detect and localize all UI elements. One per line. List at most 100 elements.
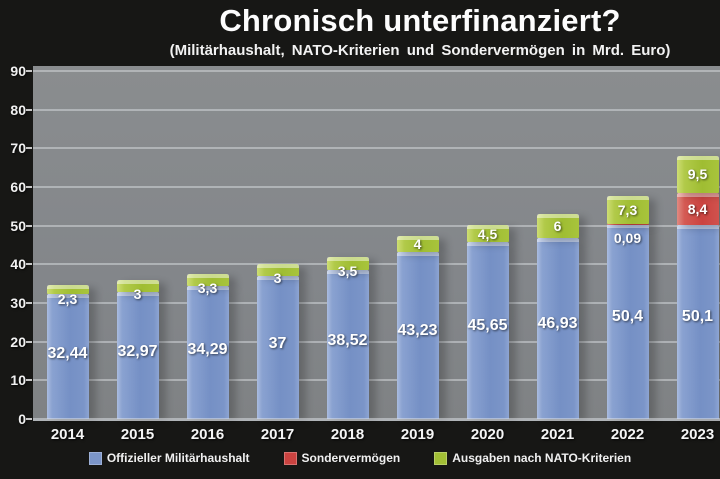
- y-axis-label-0: 0: [18, 411, 26, 427]
- bar-segment-2022-sondervermoegen: [606, 223, 649, 225]
- bar-value-label-2021: 46,93: [537, 314, 578, 332]
- bar-value-label-2019: 4: [413, 236, 422, 253]
- bar-value-label-2022: 0,09: [613, 229, 642, 246]
- bar-segment-2016-haushalt: [186, 286, 229, 419]
- bar-segment-2017-nato: [256, 264, 299, 276]
- y-axis-label-90: 90: [10, 63, 26, 79]
- y-axis-label-20: 20: [10, 333, 26, 350]
- legend-swatch-icon: [283, 451, 297, 465]
- bar-segment-2021-haushalt: [536, 237, 579, 419]
- bar-value-label-2015: 32,97: [117, 343, 158, 361]
- bar-value-label-2018: 3,5: [337, 262, 358, 279]
- x-axis-label-2021: 2021: [540, 426, 575, 443]
- bar-value-label-2023: 9,5: [687, 166, 708, 183]
- bar-value-label-2023: 8,4: [687, 201, 708, 218]
- bar-highlight: [256, 264, 299, 269]
- x-axis-label-2018: 2018: [330, 426, 365, 443]
- gridline-80: [33, 108, 720, 111]
- y-axis-tick-10: [26, 379, 32, 382]
- x-axis-label-2015: 2015: [120, 426, 155, 443]
- x-axis-label-2022: 2022: [610, 426, 645, 443]
- legend: Offizieller Militärhaushalt Sondervermöge…: [0, 451, 720, 465]
- x-axis-label-2023: 2023: [680, 426, 715, 443]
- gridline-20: [33, 340, 720, 343]
- gridline-60: [33, 186, 720, 188]
- x-axis-label-2016: 2016: [190, 426, 225, 443]
- y-axis-tick-80: [26, 108, 32, 111]
- bar-segment-2017-haushalt: [256, 275, 299, 419]
- bar-segment-2020-nato: [466, 225, 509, 243]
- y-axis-label-30: 30: [10, 295, 26, 311]
- bar-highlight: [466, 225, 509, 230]
- gridline-10: [33, 379, 720, 382]
- chart-title: Chronisch unterfinanziert?: [219, 3, 621, 38]
- bar-segment-2015-nato: [116, 279, 159, 292]
- legend-item-sondervermoegen: Sondervermögen: [283, 451, 400, 465]
- bar-highlight: [186, 273, 229, 278]
- x-axis-label-2014: 2014: [50, 426, 85, 443]
- bar-highlight: [676, 192, 719, 197]
- gridline-30: [33, 302, 720, 304]
- bar-highlight: [46, 293, 89, 298]
- y-axis-tick-40: [26, 263, 32, 266]
- legend-swatch-icon: [434, 451, 448, 465]
- bar-segment-2019-haushalt: [396, 251, 439, 419]
- bar-value-label-2020: 4,5: [477, 225, 498, 242]
- bar-value-label-2019: 43,23: [397, 322, 438, 340]
- bar-segment-2016-nato: [186, 273, 229, 287]
- bar-highlight: [606, 224, 649, 229]
- gridline-40: [33, 263, 720, 266]
- y-axis-label-70: 70: [10, 140, 26, 157]
- bar-value-label-2023: 50,1: [681, 308, 714, 326]
- bar-highlight: [396, 251, 439, 256]
- bar-highlight: [536, 214, 579, 219]
- bar-segment-2022-nato: [606, 195, 649, 224]
- bar-highlight: [536, 237, 579, 242]
- y-axis-label-80: 80: [10, 101, 26, 118]
- gridline-70: [33, 147, 720, 150]
- gridline-50: [33, 224, 720, 227]
- y-axis-tick-0: [26, 418, 32, 420]
- y-axis-tick-50: [26, 224, 32, 227]
- bar-highlight: [606, 195, 649, 200]
- bar-value-label-2022: 50,4: [611, 307, 644, 325]
- bar-segment-2018-haushalt: [326, 270, 369, 419]
- bar-highlight: [396, 236, 439, 241]
- bar-highlight: [676, 225, 719, 230]
- bar-value-label-2020: 45,65: [467, 317, 508, 335]
- bar-segment-2019-nato: [396, 236, 439, 252]
- bar-value-label-2017: 37: [268, 335, 287, 353]
- bar-value-label-2016: 3,3: [197, 279, 218, 296]
- y-axis-label-10: 10: [10, 372, 26, 389]
- bar-segment-2018-nato: [326, 256, 369, 271]
- bar-highlight: [676, 156, 719, 161]
- legend-label: Offizieller Militärhaushalt: [106, 451, 250, 465]
- y-axis-tick-90: [26, 70, 32, 72]
- bar-highlight: [116, 279, 159, 284]
- legend-item-nato: Ausgaben nach NATO-Kriterien: [434, 451, 631, 465]
- legend-label: Ausgaben nach NATO-Kriterien: [452, 451, 632, 465]
- bar-segment-2022-haushalt: [606, 224, 649, 419]
- y-axis-label-40: 40: [10, 256, 26, 273]
- bar-highlight: [326, 270, 369, 275]
- bar-highlight: [116, 291, 159, 296]
- bar-value-label-2018: 38,52: [327, 332, 368, 350]
- y-axis-tick-20: [26, 340, 32, 343]
- y-axis-tick-30: [26, 302, 32, 304]
- chart-header: Chronisch unterfinanziert? (Militärhaush…: [120, 3, 720, 59]
- x-axis-label-2017: 2017: [260, 426, 295, 443]
- y-axis-tick-70: [26, 147, 32, 150]
- x-axis-label-2020: 2020: [470, 426, 505, 443]
- bar-highlight: [46, 284, 89, 289]
- y-axis-tick-60: [26, 186, 32, 188]
- bar-segment-2021-nato: [536, 214, 579, 238]
- bar-highlight: [256, 275, 299, 280]
- bar-segment-2023-haushalt: [676, 225, 719, 419]
- bar-highlight: [186, 286, 229, 291]
- x-axis-line: [33, 418, 720, 421]
- legend-swatch-icon: [88, 451, 102, 465]
- bar-value-label-2017: 3: [273, 270, 282, 287]
- y-axis-label-50: 50: [10, 217, 26, 234]
- bar-segment-2023-nato: [676, 156, 719, 193]
